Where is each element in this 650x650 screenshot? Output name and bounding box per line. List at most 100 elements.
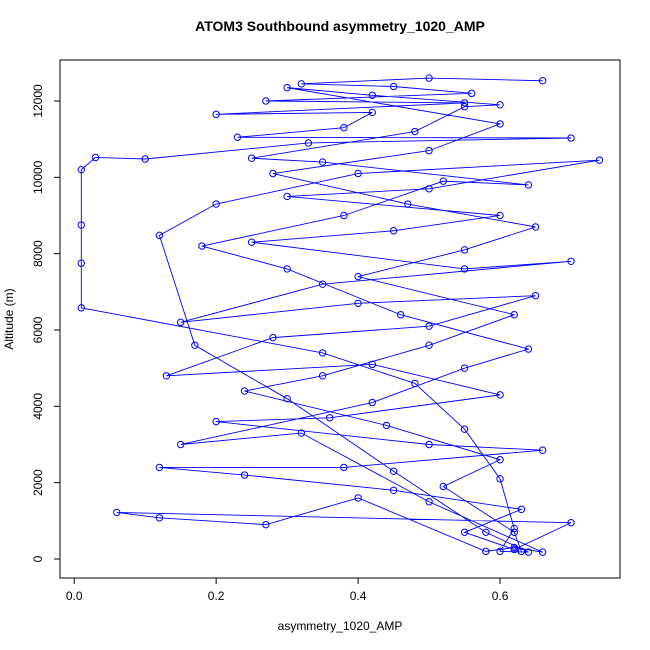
point bbox=[283, 265, 291, 273]
point bbox=[510, 545, 518, 554]
point bbox=[318, 372, 327, 380]
point bbox=[531, 223, 540, 231]
point bbox=[141, 155, 149, 163]
point bbox=[567, 257, 575, 265]
point bbox=[425, 440, 433, 449]
point bbox=[340, 211, 348, 220]
point bbox=[482, 547, 490, 556]
point bbox=[304, 139, 313, 147]
point bbox=[411, 127, 419, 136]
point bbox=[467, 89, 476, 98]
point bbox=[510, 528, 518, 536]
point bbox=[567, 519, 575, 527]
point bbox=[297, 80, 306, 88]
point bbox=[77, 304, 85, 312]
point bbox=[340, 463, 348, 472]
point bbox=[340, 124, 348, 132]
point bbox=[425, 146, 433, 155]
y-tick-label: 0 bbox=[31, 555, 45, 562]
point bbox=[382, 421, 391, 430]
point bbox=[460, 364, 469, 372]
point bbox=[595, 156, 604, 164]
point bbox=[389, 227, 398, 235]
point bbox=[212, 417, 220, 426]
point bbox=[425, 498, 433, 506]
point bbox=[368, 398, 376, 407]
point bbox=[460, 425, 469, 433]
point bbox=[460, 99, 469, 107]
x-tick-label: 0.4 bbox=[350, 589, 367, 603]
point bbox=[176, 440, 185, 449]
point bbox=[425, 185, 433, 193]
point bbox=[496, 456, 504, 464]
point bbox=[517, 547, 526, 556]
point bbox=[155, 514, 164, 522]
point bbox=[233, 133, 242, 141]
point bbox=[524, 181, 533, 189]
point bbox=[496, 120, 504, 128]
point bbox=[496, 547, 504, 556]
point bbox=[404, 200, 412, 208]
point bbox=[368, 108, 376, 117]
point bbox=[439, 177, 447, 185]
point bbox=[162, 372, 171, 380]
y-tick-label: 2000 bbox=[31, 469, 45, 496]
point bbox=[354, 494, 362, 502]
point bbox=[531, 291, 540, 300]
point bbox=[262, 97, 270, 105]
point bbox=[538, 77, 547, 85]
point bbox=[524, 548, 533, 556]
point bbox=[517, 505, 526, 514]
point bbox=[354, 169, 362, 178]
point bbox=[354, 272, 362, 281]
point bbox=[510, 524, 518, 533]
point bbox=[247, 238, 256, 246]
point bbox=[240, 387, 249, 395]
x-tick-label: 0.6 bbox=[492, 589, 509, 603]
point bbox=[269, 169, 277, 178]
point bbox=[198, 242, 206, 250]
point bbox=[396, 311, 405, 319]
point bbox=[496, 211, 504, 220]
x-tick-label: 0.2 bbox=[208, 589, 225, 603]
point bbox=[318, 158, 327, 166]
point bbox=[496, 391, 504, 399]
point bbox=[496, 475, 504, 483]
point bbox=[283, 394, 291, 403]
point bbox=[496, 101, 504, 109]
point bbox=[91, 153, 100, 162]
y-tick-label: 6000 bbox=[31, 316, 45, 343]
point bbox=[176, 318, 185, 327]
point bbox=[460, 528, 469, 536]
point bbox=[482, 528, 490, 536]
point bbox=[389, 82, 398, 91]
point bbox=[113, 508, 121, 517]
point bbox=[155, 231, 164, 240]
point bbox=[77, 221, 85, 229]
point bbox=[460, 265, 469, 273]
chart-title: ATOM3 Southbound asymmetry_1020_AMP bbox=[195, 18, 485, 34]
point bbox=[510, 311, 518, 319]
point bbox=[460, 246, 469, 254]
point bbox=[155, 463, 164, 472]
point bbox=[318, 349, 327, 357]
point bbox=[389, 486, 398, 494]
point bbox=[240, 471, 249, 479]
point bbox=[318, 280, 327, 288]
point bbox=[411, 379, 419, 388]
point bbox=[439, 482, 447, 491]
point bbox=[510, 543, 518, 552]
point bbox=[524, 345, 533, 353]
point bbox=[326, 414, 334, 422]
point bbox=[538, 446, 547, 454]
point bbox=[368, 360, 376, 369]
point bbox=[262, 520, 270, 529]
x-axis-label: asymmetry_1020_AMP bbox=[278, 619, 403, 633]
point bbox=[368, 91, 376, 99]
series-line bbox=[80, 77, 600, 553]
point bbox=[247, 154, 256, 162]
point bbox=[77, 165, 85, 174]
point bbox=[283, 83, 291, 92]
y-axis-label: Altitude (m) bbox=[2, 288, 16, 349]
